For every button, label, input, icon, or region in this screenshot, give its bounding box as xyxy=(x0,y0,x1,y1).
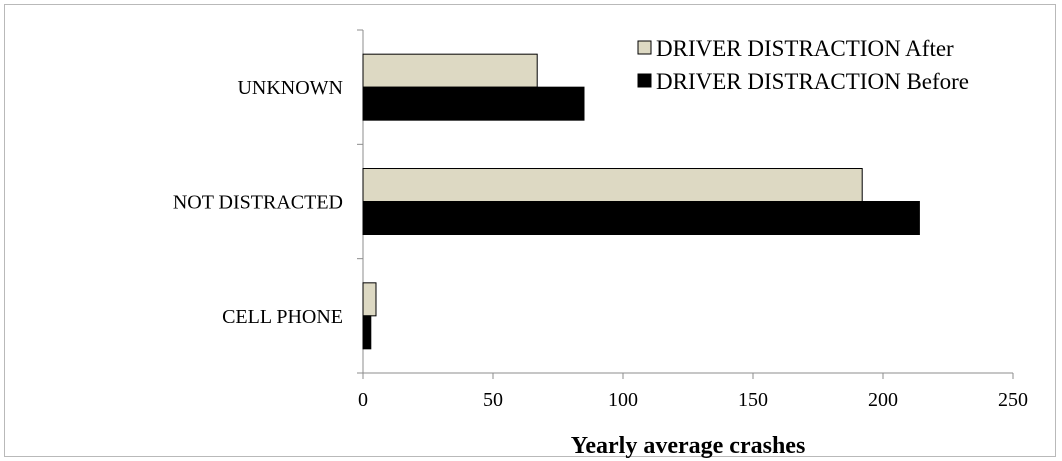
bar-before xyxy=(362,201,920,235)
bar-before xyxy=(362,86,585,121)
x-tick-label: 50 xyxy=(483,389,503,411)
x-tick-label: 0 xyxy=(358,389,368,411)
x-tick-label: 250 xyxy=(998,389,1028,411)
bar-after xyxy=(362,282,377,317)
x-tick-label: 100 xyxy=(608,389,638,411)
x-tick-label: 200 xyxy=(868,389,898,411)
legend-label: DRIVER DISTRACTION After xyxy=(656,36,954,61)
legend-swatch xyxy=(637,40,652,55)
bar-after xyxy=(362,168,863,202)
bar-before xyxy=(362,315,372,350)
legend-swatch xyxy=(637,73,652,88)
bar-after xyxy=(362,53,538,88)
category-label: CELL PHONE xyxy=(222,306,343,328)
category-label: NOT DISTRACTED xyxy=(173,192,343,214)
x-tick-label: 150 xyxy=(738,389,768,411)
legend-label: DRIVER DISTRACTION Before xyxy=(656,69,969,94)
category-label: UNKNOWN xyxy=(237,77,343,99)
x-axis-title: Yearly average crashes xyxy=(571,433,806,459)
